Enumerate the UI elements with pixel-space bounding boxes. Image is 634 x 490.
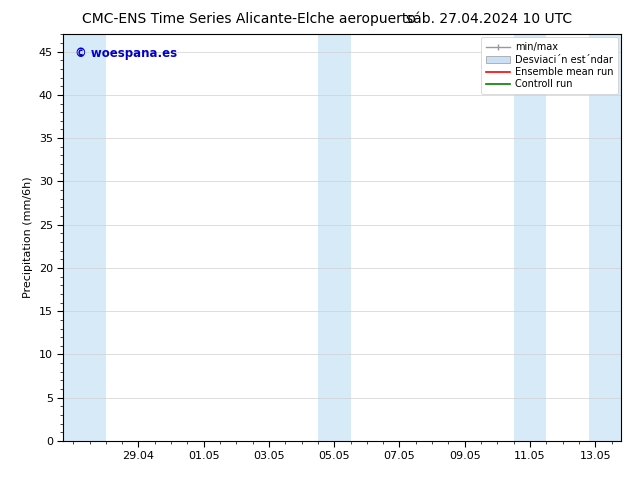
Bar (318, 34, 351, 441)
Bar (514, 34, 547, 441)
Legend: min/max, Desviaci´n est´ndar, Ensemble mean run, Controll run: min/max, Desviaci´n est´ndar, Ensemble m… (481, 37, 618, 94)
Text: CMC-ENS Time Series Alicante-Elche aeropuerto: CMC-ENS Time Series Alicante-Elche aerop… (82, 12, 417, 26)
Y-axis label: Precipitation (mm/6h): Precipitation (mm/6h) (23, 177, 34, 298)
Text: sáb. 27.04.2024 10 UTC: sáb. 27.04.2024 10 UTC (406, 12, 572, 26)
Bar (63, 34, 106, 441)
Bar (589, 34, 621, 441)
Text: © woespana.es: © woespana.es (75, 47, 177, 59)
